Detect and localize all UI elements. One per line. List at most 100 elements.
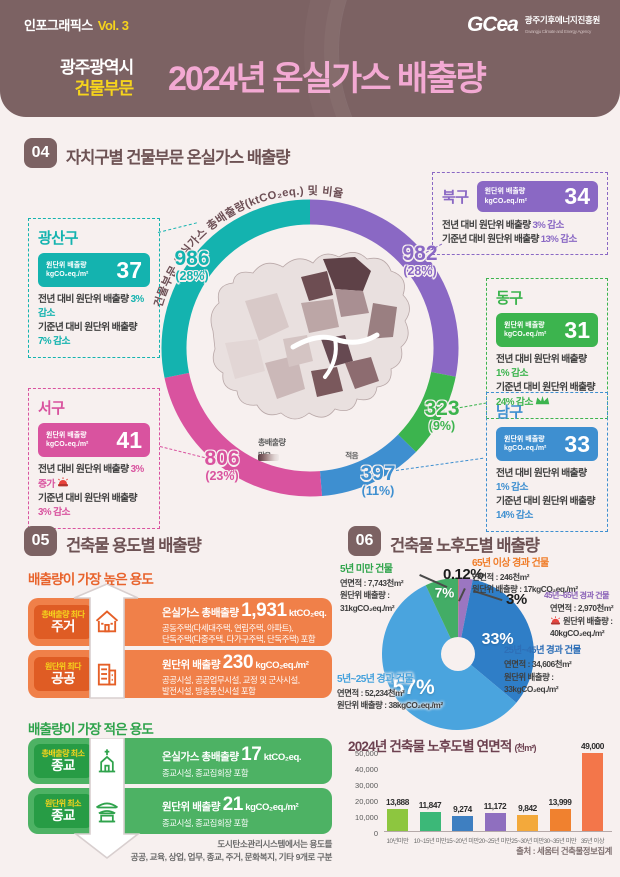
legend-title: 65년 이상 경과 건물 — [472, 558, 549, 569]
district-name: 북구 — [442, 189, 469, 206]
district-trends: 전년 대비 원단위 배출량 3% 감소 기준년 대비 원단위 배출량 13% 감… — [442, 219, 598, 246]
legend-line: 40kgCO₂eq./m² — [550, 628, 605, 639]
trend-em: 14% 감소 — [496, 509, 533, 521]
unit-unit: kgCO₂eq./m² — [46, 441, 89, 448]
district-trends: 전년 대비 원단위 배출량 3% 감소 기준년 대비 원단위 배출량 7% 감소 — [38, 293, 150, 349]
bar-5 — [549, 808, 571, 831]
unit-label: 원단위 배출량 — [504, 435, 545, 443]
unit-label: 원단위 배출량 — [46, 261, 87, 269]
unit-unit: kgCO₂eq./m² — [46, 271, 89, 278]
unit: kgCO₂eq./m² — [242, 802, 299, 814]
bar-6 — [582, 752, 603, 831]
legend-line: 연면적 : 246천m² — [472, 572, 530, 582]
big-value: 21 — [222, 794, 244, 816]
unit: kgCO₂eq./m² — [253, 659, 309, 671]
legend-title: 5년 미만 건물 — [340, 564, 393, 575]
trend-text: 기준년 대비 원단위 배출량 — [38, 492, 138, 504]
legend-line: 연면적 : 7,743천m² — [340, 578, 404, 588]
legend-line: 원단위 배출량 : 17kgCO₂eq./m² — [472, 584, 578, 595]
big-value: 17 — [241, 744, 262, 766]
agency-name: 광주기후에너지진흥원 Gwangju Climate and Energy Ag… — [524, 15, 601, 35]
unit: ktCO₂eq. — [286, 607, 327, 619]
trend-text: 기준년 대비 원단위 배출량 — [496, 495, 596, 507]
desc: 공공시설, 공공업무시설, 교정 및 군사시설, — [162, 675, 300, 686]
unit-unit: kgCO₂eq./m² — [504, 445, 547, 452]
desc: 발전시설, 방송통신시설 포함 — [162, 686, 256, 697]
section04-badge: 04 — [24, 138, 57, 168]
ring-label-bukgu: 982 (28%) — [402, 242, 437, 279]
issue-label: 인포그래픽스 Vol. 3 — [24, 15, 129, 34]
badge-main: 종교 — [51, 807, 75, 823]
section05-footnote: 도시탄소관리시스템에서는 용도를 공공, 교육, 상업, 업무, 종교, 주거,… — [100, 838, 333, 864]
district-name: 남구 — [496, 404, 523, 421]
use-row-public: 원단위 최다 공공 원단위 배출량 230 kgCO₂eq./m² 공공시설, … — [28, 650, 332, 698]
trend-text: 전년 대비 원단위 배출량 — [38, 464, 131, 475]
ring-pct: (28%) — [403, 264, 437, 279]
down-arrow — [73, 738, 141, 860]
map-legend-title: 총배출량 — [258, 438, 286, 447]
ring-pct: (11%) — [361, 484, 395, 499]
age-pie-chart: 33% 57% 7% — [373, 569, 543, 739]
agency-name-en: Gwangju Climate and Energy Agency — [524, 29, 592, 34]
use-row-religion-total: 총배출량 최소 종교 온실가스 총배출량 17 ktCO₂eq. 종교시설, 종… — [28, 738, 332, 784]
legend-line: 연면적 : 2,970천m² — [550, 603, 614, 614]
legend-title: 25년~45년 경과 건물 — [504, 645, 581, 656]
legend-5to25: 5년~25년 경과 건물 연면적 : 52,234천m² 원단위 배출량 : 3… — [337, 672, 487, 712]
district-trends: 전년 대비 원단위 배출량 1% 감소 기준년 대비 원단위 배출량 24% 감… — [496, 353, 598, 410]
up-arrow — [73, 584, 139, 699]
map-legend: 총배출량 많음 적음 — [258, 437, 358, 461]
building-icon — [97, 663, 117, 686]
unit-label: 원단위 배출량 — [484, 188, 526, 196]
legend-line: 31kgCO₂eq./m² — [340, 602, 395, 613]
badge-main: 공공 — [51, 670, 75, 686]
title-sector: 건물부문 — [74, 79, 135, 99]
bar-3 — [484, 813, 506, 831]
bar-chart-title: 2024년 건축물 노후도별 연면적 (천m²) — [348, 735, 537, 755]
use-badge: 총배출량 최다 주거 — [34, 605, 92, 639]
badge-top: 원단위 최소 — [44, 798, 82, 808]
district-name: 서구 — [38, 400, 65, 417]
lead: 온실가스 총배출량 — [162, 751, 242, 764]
use-text: 온실가스 총배출량 17 ktCO₂eq. 종교시설, 종교집회장 포함 — [162, 743, 302, 779]
trend-text: 전년 대비 원단위 배출량 — [496, 354, 587, 365]
lead: 원단위 배출량 — [162, 801, 223, 814]
district-value-bar: 원단위 배출량 kgCO₂eq./m² 31 — [496, 313, 598, 347]
bar-0 — [387, 808, 408, 831]
district-card-bukgu: 북구 원단위 배출량 kgCO₂eq./m² 34 전년 대비 원단위 배출량 3… — [432, 172, 608, 256]
district-value: 31 — [564, 316, 590, 343]
pct-label-3: 3% — [506, 591, 527, 608]
use-badge: 원단위 최다 공공 — [34, 657, 92, 691]
unit-unit: kgCO₂eq./m² — [504, 331, 547, 338]
ring-pct: (23%) — [205, 469, 239, 484]
lead: 온실가스 총배출량 — [162, 606, 242, 619]
source-note: 출처 : 세움터 건축물정보집계 — [516, 846, 612, 856]
pct-label-012: 0.12% — [443, 566, 484, 583]
district-trends: 전년 대비 원단위 배출량 3% 증가 기준년 대비 원단위 배출량 3% 감소 — [38, 463, 150, 520]
ring-value: 986 — [174, 247, 210, 270]
use-badge: 총배출량 최소 종교 — [34, 744, 92, 778]
lowest-use-heading: 배출량이 가장 적은 용도 — [28, 722, 154, 737]
bar-title-text: 2024년 건축물 노후도별 연면적 — [348, 739, 512, 754]
temple-icon — [95, 802, 119, 823]
trend-em: 3% 감소 — [532, 220, 565, 231]
issue-number: Vol. 3 — [97, 18, 129, 33]
district-name: 광산구 — [38, 230, 78, 247]
desc: 종교시설, 종교집회장 포함 — [162, 817, 249, 828]
legend-line: 원단위 배출량 : — [563, 615, 613, 626]
unit-label: 원단위 배출량 — [46, 431, 87, 439]
legend-45to65: 45년~65년 경과 건물 연면적 : 2,970천m² 원단위 배출량 : 4… — [544, 590, 620, 640]
district-value: 41 — [116, 426, 142, 453]
district-card-namgu: 남구 원단위 배출량 kgCO₂eq./m² 33 전년 대비 원단위 배출량 1… — [486, 392, 608, 532]
legend-line: 원단위 배출량 : — [504, 671, 554, 682]
district-value-bar: 원단위 배출량 kgCO₂eq./m² 37 — [38, 253, 150, 287]
trend-em: 3% 증가 — [38, 464, 144, 490]
section06-badge: 06 — [348, 526, 381, 556]
trend-text: 기준년 대비 원단위 배출량 — [442, 233, 541, 245]
use-row-residential: 총배출량 최다 주거 온실가스 총배출량 1,931 ktCO₂eq. 공동주택… — [28, 598, 332, 646]
district-card-donggu: 동구 원단위 배출량 kgCO₂eq./m² 31 전년 대비 원단위 배출량 1… — [486, 278, 608, 419]
crown-icon — [535, 395, 550, 404]
bar-4 — [517, 815, 538, 831]
trend-em: 1% 감소 — [496, 481, 529, 493]
use-text: 온실가스 총배출량 1,931 ktCO₂eq. 공동주택(다세대주택, 연립주… — [162, 599, 327, 646]
